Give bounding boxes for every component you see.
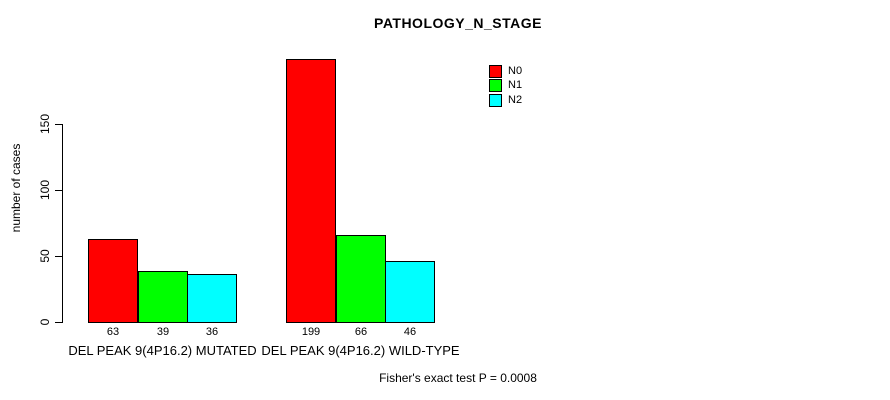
bar-value-label: 66 [354,326,368,338]
y-tick-label: 50 [38,249,52,263]
y-tick [55,190,62,191]
legend-label: N1 [508,79,523,92]
bar-n1-group1 [138,271,188,323]
legend-swatch [489,79,502,93]
chart-title: PATHOLOGY_N_STAGE [374,15,542,31]
legend-item-n1: N1 [489,79,522,94]
y-tick [55,256,62,257]
bar-n2-group2 [385,261,435,323]
annotation-text: Fisher's exact test P = 0.0008 [379,371,537,385]
bar-value-label: 39 [156,326,170,338]
legend-swatch [489,64,502,78]
y-tick-label: 100 [38,179,52,201]
y-tick-label: 0 [38,318,52,326]
bar-value-label: 36 [205,326,219,338]
bar-n0-group2 [286,59,336,323]
category-label: DEL PEAK 9(4P16.2) MUTATED [68,343,257,358]
bar-value-label: 199 [301,326,321,338]
legend-label: N2 [508,93,523,106]
bar-value-label: 63 [106,326,120,338]
bar-value-label: 46 [403,326,417,338]
y-tick-label: 150 [38,113,52,135]
y-tick [55,124,62,125]
category-label: DEL PEAK 9(4P16.2) WILD-TYPE [261,343,460,358]
y-tick [55,322,62,323]
legend-item-n2: N2 [489,93,522,108]
legend-label: N0 [508,64,523,77]
y-axis-line [62,124,63,323]
y-axis-label: number of cases [9,143,23,233]
legend-swatch [489,93,502,107]
bar-n0-group1 [88,239,138,323]
bar-n1-group2 [336,235,386,323]
legend-item-n0: N0 [489,64,522,79]
bar-n2-group1 [187,274,237,323]
legend: N0 N1 N2 [489,64,522,108]
